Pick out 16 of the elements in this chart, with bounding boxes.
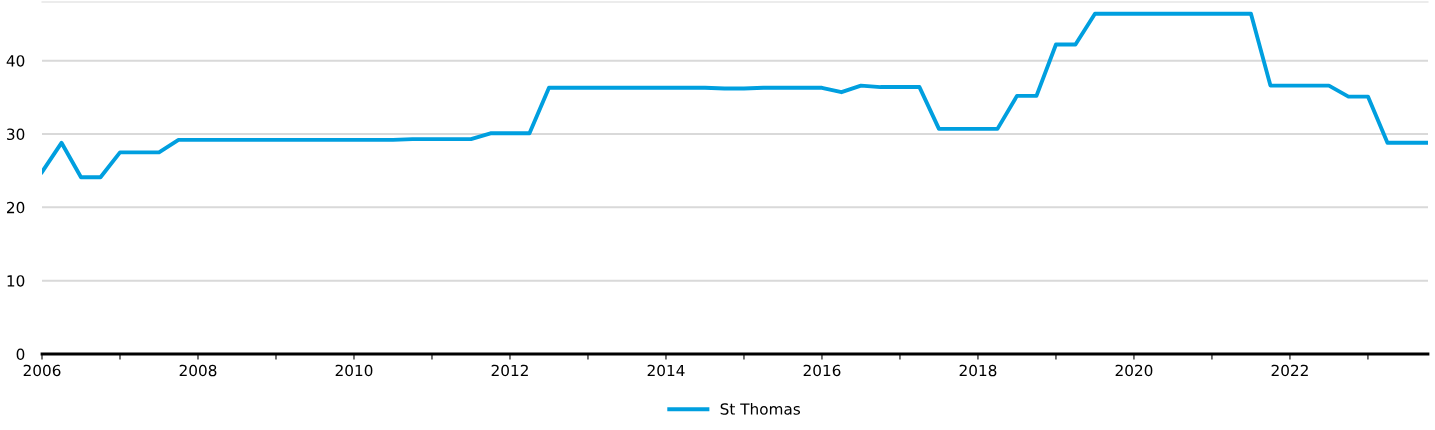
x-tick-label: 2012 xyxy=(491,364,528,377)
y-tick-label: 20 xyxy=(7,201,25,214)
x-tick-label: 2018 xyxy=(959,364,997,377)
x-tick-label: 2022 xyxy=(1271,364,1308,377)
x-tick-label: 2014 xyxy=(647,364,685,377)
x-tick-label: 2008 xyxy=(179,364,217,377)
y-tick-label: 30 xyxy=(7,128,25,141)
x-tick-label: 2010 xyxy=(335,364,373,377)
line-series xyxy=(42,11,1428,180)
x-tick-label: 2020 xyxy=(1115,364,1153,377)
x-tick-label: 2006 xyxy=(23,364,61,377)
y-tick-label: 0 xyxy=(16,348,25,361)
y-tick-label: 40 xyxy=(6,55,25,67)
x-tick-label: 2016 xyxy=(803,364,841,377)
legend-label: St Thomas xyxy=(720,402,801,415)
y-tick-label: 10 xyxy=(7,275,25,287)
